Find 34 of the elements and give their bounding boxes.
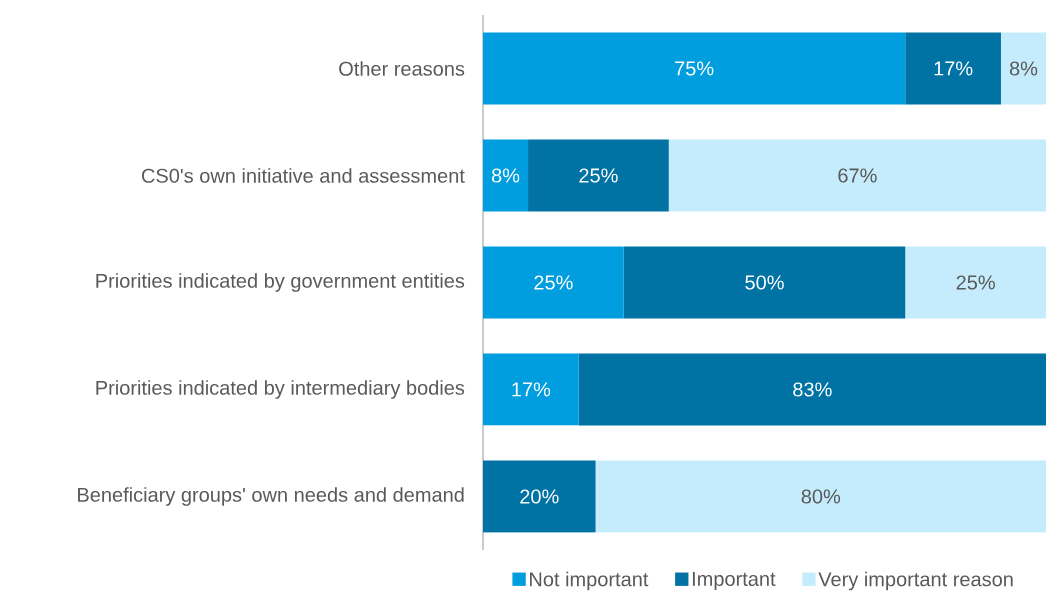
data-label: 20%	[520, 489, 559, 504]
data-label: 8%	[1009, 61, 1038, 76]
data-label: 25%	[579, 168, 618, 183]
bar	[483, 353, 579, 426]
legend-label: Not important	[530, 571, 649, 591]
data-label: 75%	[675, 61, 714, 76]
bar	[483, 246, 624, 319]
data-label: 17%	[512, 382, 551, 397]
data-label: 17%	[934, 61, 973, 76]
y-tick-label: Beneficiary groups' own needs and demand	[78, 487, 464, 506]
y-tick-label: Other reasons	[339, 61, 465, 76]
legend-label: Important	[692, 572, 776, 590]
data-label: 83%	[793, 382, 832, 397]
legend-label: Very important reason	[818, 571, 1013, 591]
data-label: 67%	[838, 168, 877, 183]
y-tick-label: Priorities indicated by intermediary bodies	[96, 380, 465, 399]
bar	[483, 32, 906, 105]
y-tick-label: Priorities indicated by government entities	[96, 273, 465, 292]
bar	[578, 353, 1046, 426]
bar	[623, 246, 906, 319]
data-label: 25%	[534, 275, 573, 290]
bar	[905, 246, 1046, 319]
bar	[483, 460, 596, 533]
bar	[528, 139, 669, 212]
data-label: 25%	[956, 275, 995, 290]
y-tick-label: CS0's own initiative and assessment	[142, 168, 465, 183]
data-label: 80%	[801, 489, 841, 504]
bar	[595, 460, 1046, 533]
bar	[668, 139, 1046, 212]
data-label: 8%	[491, 168, 520, 183]
bar	[483, 139, 529, 212]
bar	[905, 32, 1001, 105]
bar	[1000, 32, 1046, 105]
data-label: 50%	[745, 275, 784, 290]
